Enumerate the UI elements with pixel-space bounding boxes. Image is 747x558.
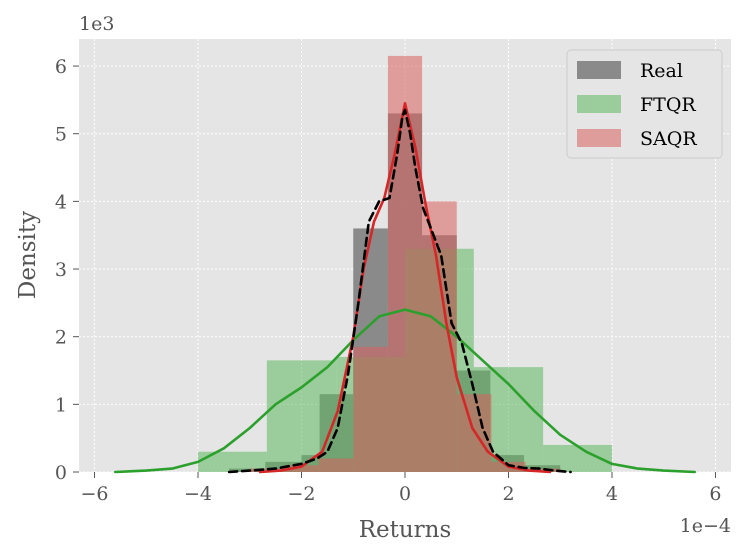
histogram-bars [198,55,612,472]
y-axis-label: Density [15,211,41,299]
legend: Real FTQR SAQR [566,49,723,159]
y-tick-label: 1 [55,394,67,416]
legend-swatch-real [577,61,621,79]
bar-saqr [387,55,423,472]
bar-saqr [353,346,388,472]
x-tick-label: 0 [399,483,411,505]
bar-saqr [422,201,457,472]
bar-ftqr [266,360,337,472]
bar-saqr [284,465,319,472]
x-offset-label: 1e−4 [680,515,731,537]
legend-label-ftqr: FTQR [640,94,696,116]
y-tick-label: 0 [55,462,67,484]
y-offset-label: 1e3 [79,13,114,35]
kde-line-real [227,108,572,474]
x-tick-label: 6 [709,483,721,505]
y-tick-label: 3 [55,259,67,281]
y-tick-label: 6 [55,56,67,78]
bar-saqr [318,458,354,472]
y-tick-label: 2 [55,327,67,349]
x-tick-label: −6 [81,483,109,505]
x-tick-label: −2 [288,483,316,505]
x-tick-label: 4 [606,483,618,505]
y-tick-label: 5 [55,124,67,146]
legend-label-saqr: SAQR [640,128,697,150]
x-axis-label: Returns [359,517,452,543]
x-tick-label: −4 [184,483,212,505]
legend-label-real: Real [640,60,683,82]
kde-curves [113,102,697,474]
x-tick-label: 2 [502,483,514,505]
kde-line-ftqr [113,308,697,474]
kde-line-saqr [258,102,552,474]
y-tick-label: 4 [55,191,67,213]
axes: −6 −4 −2 0 2 4 6 0 1 2 3 4 5 6 [55,56,722,505]
legend-swatch-saqr [577,129,621,147]
bar-ftqr [198,451,267,472]
legend-swatch-ftqr [577,95,621,113]
